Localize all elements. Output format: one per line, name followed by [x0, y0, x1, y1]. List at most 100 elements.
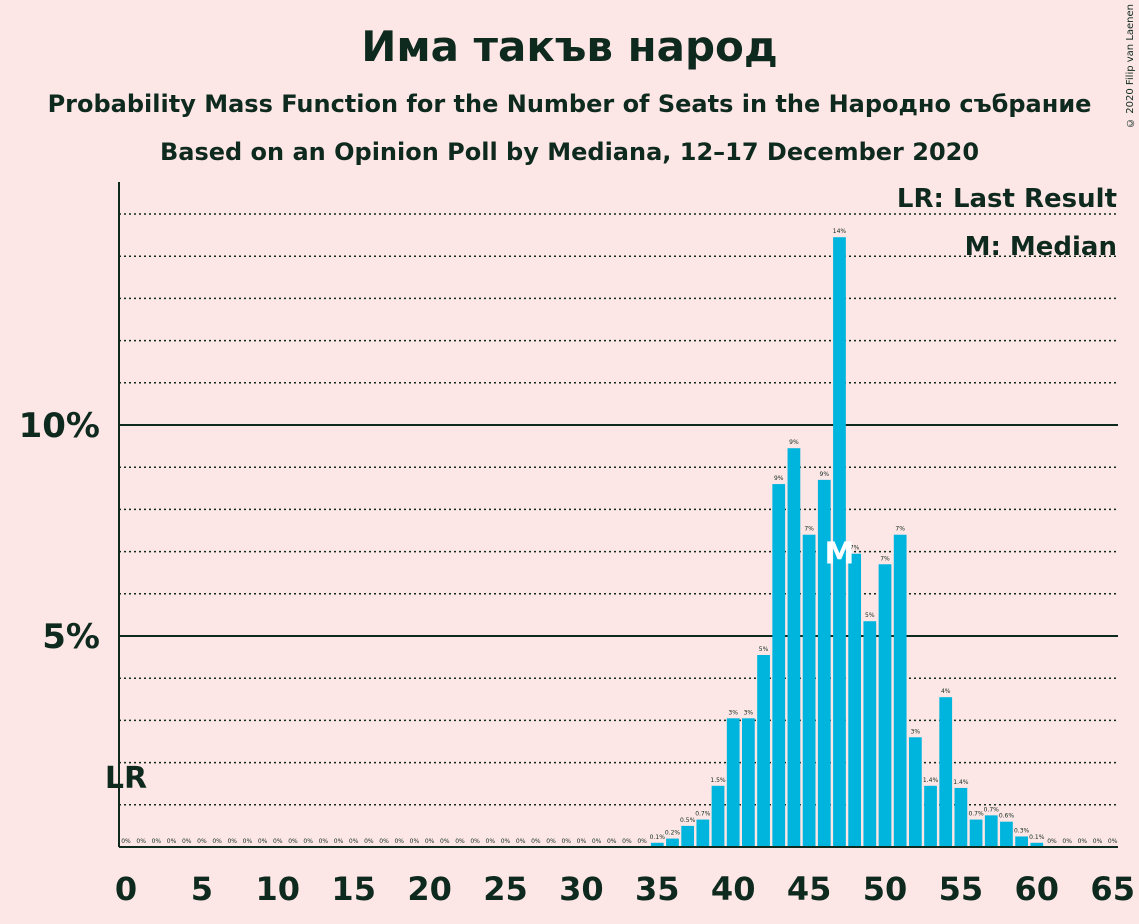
bar-value-label: 3%	[911, 728, 921, 735]
bar-value-label: 0%	[258, 838, 268, 845]
bar-value-label: 0%	[121, 838, 131, 845]
bar	[772, 484, 786, 847]
chart-source-subtitle: Based on an Opinion Poll by Mediana, 12–…	[159, 138, 980, 166]
x-tick-label: 35	[635, 870, 680, 908]
bar-value-label: 0%	[136, 838, 146, 845]
bar-value-label: 0.1%	[1029, 834, 1045, 841]
bar-value-label: 0%	[197, 838, 207, 845]
bar-value-label: 0%	[167, 838, 177, 845]
bar	[939, 697, 953, 847]
bar-value-label: 0%	[410, 838, 420, 845]
bar	[666, 838, 679, 847]
bar-value-label: 1.5%	[710, 777, 726, 784]
bar-value-label: 0%	[425, 838, 435, 845]
bar-value-label: 0.7%	[968, 811, 984, 818]
bar-value-label: 0%	[334, 838, 344, 845]
bar	[893, 534, 907, 847]
bar-value-label: 0%	[1078, 838, 1088, 845]
bar-value-label: 0%	[1062, 838, 1072, 845]
bar-value-label: 1.4%	[923, 777, 939, 784]
x-tick-label: 50	[863, 870, 908, 908]
x-tick-label: 40	[711, 870, 756, 908]
bar-value-label: 0%	[212, 838, 222, 845]
chart-title: Има такъв народ	[361, 22, 778, 71]
bar-value-label: 9%	[789, 439, 799, 446]
bar-value-label: 0%	[622, 838, 632, 845]
x-tick-label: 5	[191, 870, 213, 908]
bar-value-label: 0%	[607, 838, 617, 845]
legend-median: M: Median	[964, 232, 1117, 262]
bar-value-label: 4%	[941, 688, 951, 695]
bar-value-label: 5%	[759, 646, 769, 653]
bar	[969, 819, 983, 847]
bar-value-label: 14%	[833, 228, 847, 235]
bar	[650, 842, 664, 847]
bar-value-label: 5%	[865, 612, 875, 619]
bar-value-label: 0%	[394, 838, 404, 845]
last-result-marker: LR	[105, 761, 147, 796]
y-tick-label: 10%	[19, 406, 100, 446]
bar-value-label: 0%	[592, 838, 602, 845]
bar	[1030, 842, 1044, 847]
bar-value-label: 0%	[152, 838, 162, 845]
bar-value-label: 0%	[1093, 838, 1103, 845]
bar	[696, 819, 710, 847]
bar	[787, 448, 801, 847]
bar-value-label: 7%	[804, 526, 814, 533]
bar	[1015, 836, 1028, 847]
bar-value-label: 0%	[577, 838, 587, 845]
bar	[802, 534, 816, 847]
x-tick-label: 30	[559, 870, 604, 908]
bar-value-label: 0%	[470, 838, 480, 845]
bar-value-label: 0.6%	[999, 813, 1015, 820]
bar-value-label: 0%	[516, 838, 526, 845]
bar-value-label: 3%	[744, 709, 754, 716]
x-tick-label: 0	[115, 870, 137, 908]
legend-last-result: LR: Last Result	[896, 184, 1117, 214]
bar	[848, 553, 862, 847]
bar-value-label: 0.7%	[695, 811, 711, 818]
bar	[908, 737, 922, 847]
bar-value-label: 9%	[774, 475, 784, 482]
bar-value-label: 0%	[273, 838, 283, 845]
bar-value-label: 0%	[455, 838, 465, 845]
bar-value-label: 1.4%	[953, 779, 969, 786]
bar-value-label: 0%	[561, 838, 571, 845]
bar-value-label: 0%	[379, 838, 389, 845]
bar-value-label: 0%	[182, 838, 192, 845]
bar-value-label: 0.3%	[1014, 827, 1030, 834]
bar-value-label: 0%	[319, 838, 329, 845]
y-tick-label: 5%	[42, 617, 100, 657]
bar-value-label: 0.7%	[984, 806, 1000, 813]
bar-value-label: 0%	[1108, 838, 1118, 845]
bar	[863, 621, 877, 847]
bar-value-label: 0%	[440, 838, 450, 845]
bar	[878, 564, 892, 847]
bar-value-label: 0%	[501, 838, 511, 845]
bar-value-label: 0%	[546, 838, 556, 845]
bar-value-label: 7%	[880, 555, 890, 562]
bar-value-label: 3%	[728, 709, 738, 716]
bar-value-label: 0%	[243, 838, 253, 845]
bar-value-label: 0%	[486, 838, 496, 845]
bar	[984, 815, 998, 847]
bar-value-label: 0%	[227, 838, 237, 845]
bar	[924, 785, 937, 847]
x-tick-label: 65	[1090, 870, 1135, 908]
bar-value-label: 0%	[288, 838, 298, 845]
chart-subtitle: Probability Mass Function for the Number…	[47, 90, 1092, 118]
x-tick-label: 15	[331, 870, 376, 908]
bar	[742, 718, 755, 847]
x-tick-label: 55	[939, 870, 984, 908]
bar	[757, 654, 770, 847]
bar	[954, 787, 968, 847]
x-tick-label: 20	[407, 870, 452, 908]
bar-value-label: 0%	[531, 838, 541, 845]
bar-value-label: 7%	[850, 545, 860, 552]
bar-value-label: 7%	[895, 526, 905, 533]
bar-value-label: 9%	[820, 471, 830, 478]
x-tick-label: 60	[1015, 870, 1060, 908]
bar-value-label: 0%	[637, 838, 647, 845]
bar-value-label: 0%	[349, 838, 359, 845]
